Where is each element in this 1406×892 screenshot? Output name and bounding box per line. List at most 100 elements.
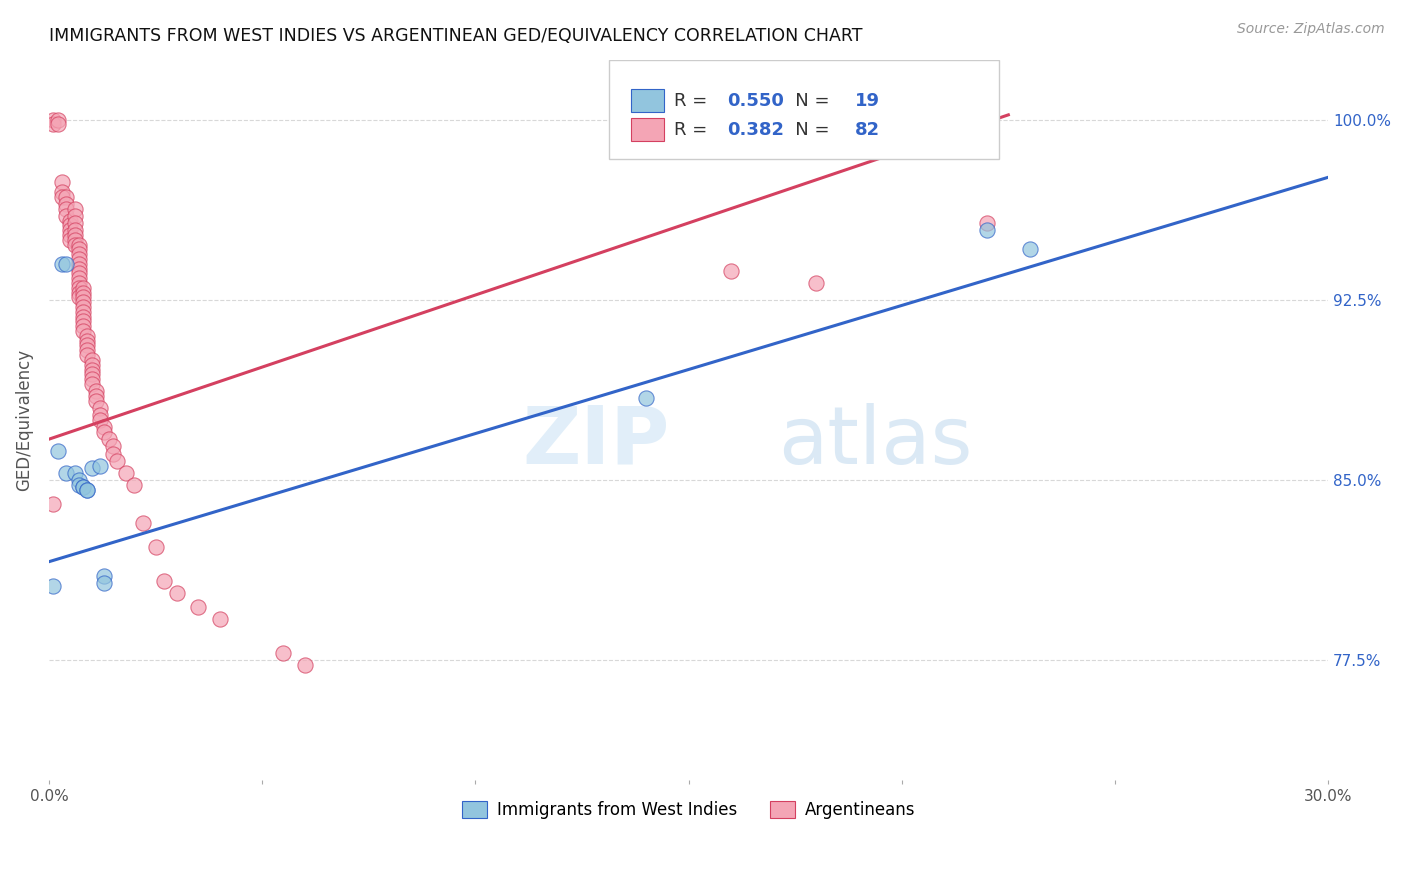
Point xyxy=(63,223,86,237)
Point xyxy=(208,612,231,626)
Point xyxy=(63,466,86,480)
Point xyxy=(80,362,103,376)
Point xyxy=(132,516,155,531)
Point xyxy=(76,334,98,348)
FancyBboxPatch shape xyxy=(631,118,664,141)
Point xyxy=(101,447,124,461)
Point xyxy=(76,348,98,362)
Point xyxy=(166,586,188,600)
Point xyxy=(72,290,94,304)
Point xyxy=(105,454,128,468)
Point xyxy=(46,112,69,127)
Point xyxy=(187,600,209,615)
Point xyxy=(80,372,103,386)
Point xyxy=(67,267,90,281)
Point xyxy=(67,285,90,300)
FancyBboxPatch shape xyxy=(609,60,1000,159)
Point xyxy=(67,237,90,252)
Text: 0.382: 0.382 xyxy=(727,120,785,138)
Y-axis label: GED/Equivalency: GED/Equivalency xyxy=(15,349,32,491)
Point xyxy=(806,276,828,290)
Text: 19: 19 xyxy=(855,92,880,110)
Point xyxy=(55,466,77,480)
Point xyxy=(63,233,86,247)
Point xyxy=(55,257,77,271)
Point xyxy=(72,480,94,494)
Point xyxy=(63,202,86,216)
Point xyxy=(93,420,115,434)
Point xyxy=(80,461,103,475)
Point xyxy=(67,261,90,276)
Point xyxy=(76,483,98,497)
Point xyxy=(72,319,94,334)
Text: R =: R = xyxy=(675,120,713,138)
Point xyxy=(89,458,111,473)
Point xyxy=(67,252,90,266)
Point xyxy=(55,202,77,216)
Point xyxy=(67,247,90,261)
Point xyxy=(67,243,90,257)
Point xyxy=(55,196,77,211)
Point xyxy=(59,213,82,227)
Point xyxy=(114,466,136,480)
Point xyxy=(51,185,73,199)
Point xyxy=(80,368,103,382)
Point xyxy=(93,425,115,439)
Point xyxy=(93,569,115,583)
Point xyxy=(976,223,998,237)
Point xyxy=(153,574,176,588)
Point xyxy=(67,290,90,304)
Point xyxy=(89,413,111,427)
Point xyxy=(67,478,90,492)
Point xyxy=(72,480,94,494)
Point xyxy=(145,541,167,555)
Point xyxy=(84,389,107,403)
Text: 82: 82 xyxy=(855,120,880,138)
Point xyxy=(1018,243,1040,257)
Point xyxy=(63,209,86,223)
Point xyxy=(97,432,120,446)
Point xyxy=(720,264,742,278)
FancyBboxPatch shape xyxy=(631,89,664,112)
Point xyxy=(93,576,115,591)
Text: 0.550: 0.550 xyxy=(727,92,783,110)
Point xyxy=(89,408,111,422)
Point xyxy=(72,300,94,314)
Text: N =: N = xyxy=(778,120,835,138)
Point xyxy=(42,118,65,132)
Text: R =: R = xyxy=(675,92,713,110)
Point xyxy=(976,216,998,230)
Point xyxy=(72,295,94,310)
Point xyxy=(67,271,90,285)
Point xyxy=(72,324,94,338)
Point xyxy=(59,233,82,247)
Point xyxy=(80,376,103,391)
Point xyxy=(63,216,86,230)
Point xyxy=(51,257,73,271)
Point xyxy=(51,175,73,189)
Point xyxy=(67,281,90,295)
Point xyxy=(42,112,65,127)
Point xyxy=(80,352,103,367)
Point xyxy=(55,189,77,203)
Point xyxy=(59,227,82,242)
Point xyxy=(84,393,107,408)
Point xyxy=(72,281,94,295)
Point xyxy=(72,314,94,328)
Text: atlas: atlas xyxy=(778,402,973,481)
Point xyxy=(80,358,103,372)
Point xyxy=(76,343,98,358)
Point xyxy=(63,237,86,252)
Point xyxy=(76,329,98,343)
Text: IMMIGRANTS FROM WEST INDIES VS ARGENTINEAN GED/EQUIVALENCY CORRELATION CHART: IMMIGRANTS FROM WEST INDIES VS ARGENTINE… xyxy=(49,27,863,45)
Point xyxy=(63,227,86,242)
Point xyxy=(42,497,65,511)
Text: N =: N = xyxy=(778,92,835,110)
Point xyxy=(46,444,69,458)
Point xyxy=(101,439,124,453)
Point xyxy=(59,219,82,233)
Point xyxy=(67,276,90,290)
Point xyxy=(89,401,111,415)
Point xyxy=(67,473,90,487)
Point xyxy=(72,305,94,319)
